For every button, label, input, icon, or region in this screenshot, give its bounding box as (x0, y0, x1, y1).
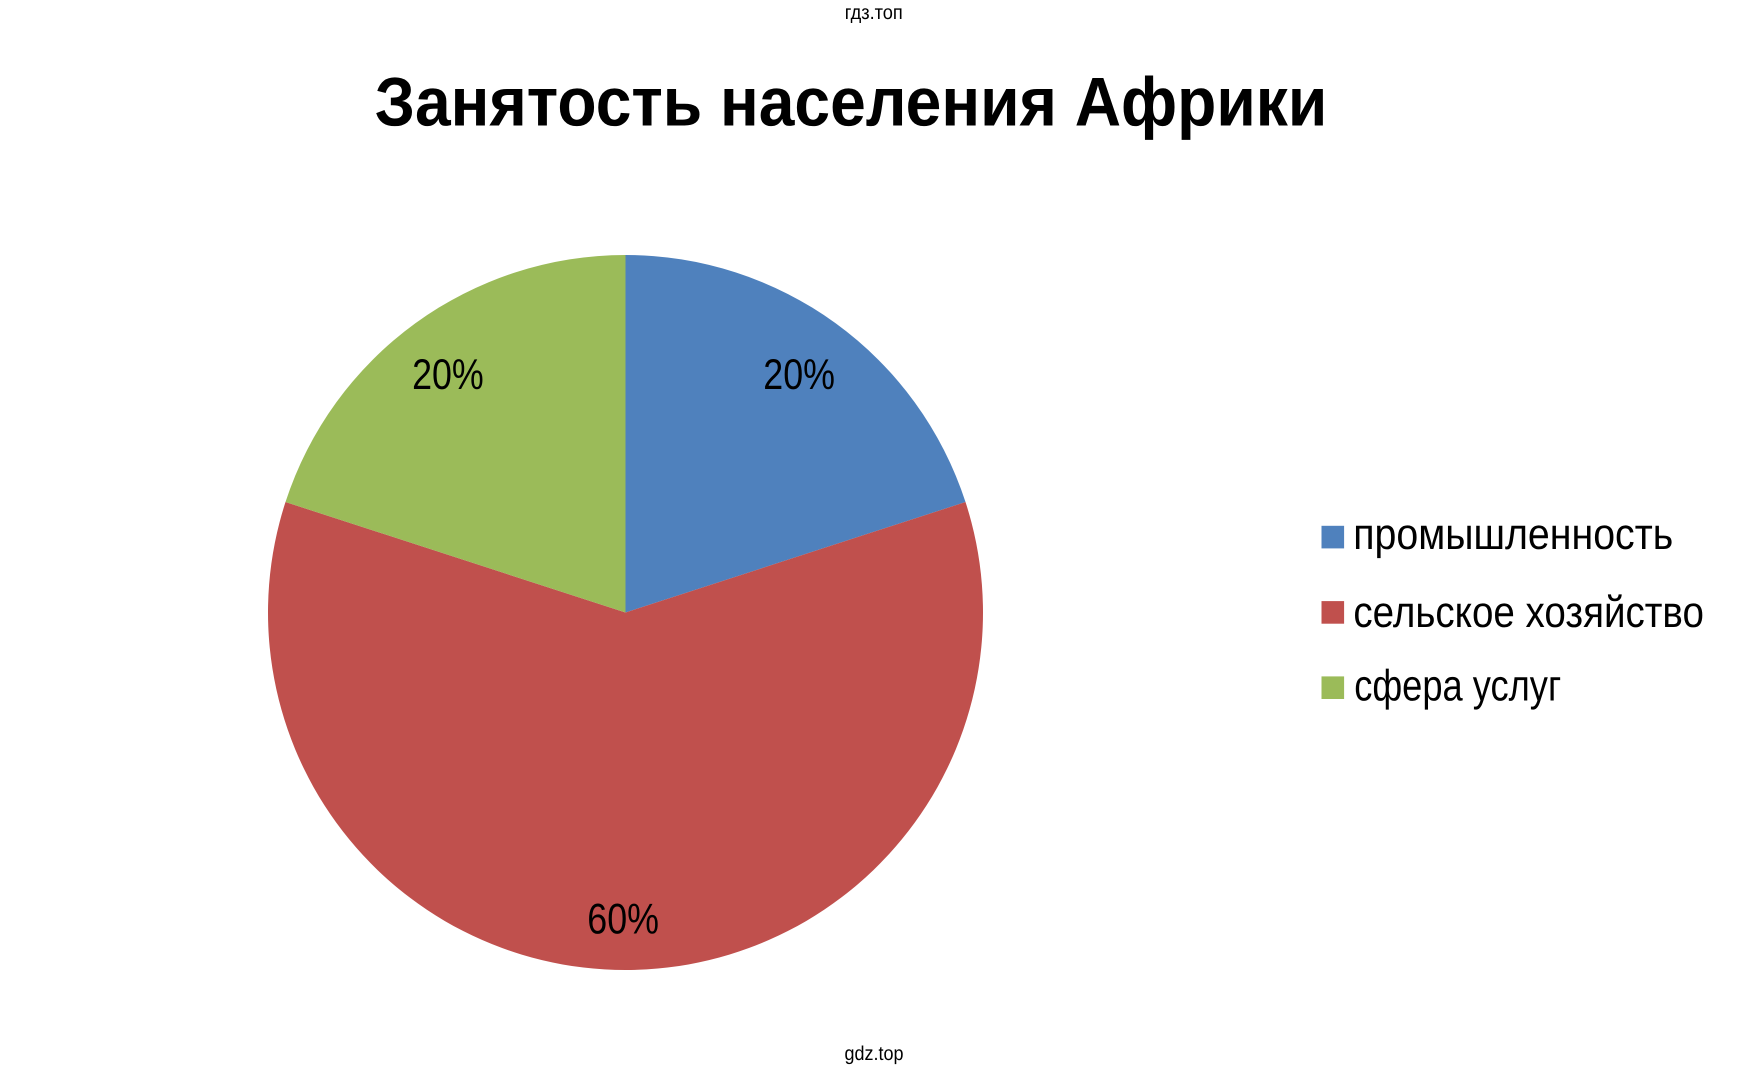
svg-text:промышленность: промышленность (1353, 510, 1673, 559)
svg-text:60%: 60% (587, 896, 659, 944)
svg-text:Занятость населения Африки: Занятость населения Африки (375, 64, 1328, 141)
svg-text:20%: 20% (412, 351, 484, 399)
svg-text:сельское хозяйство: сельское хозяйство (1353, 588, 1704, 637)
svg-text:сфера услуг: сфера услуг (1354, 662, 1561, 711)
svg-text:gdz.top: gdz.top (845, 1043, 904, 1065)
svg-text:20%: 20% (763, 351, 835, 399)
svg-text:гдз.топ: гдз.топ (845, 2, 903, 24)
